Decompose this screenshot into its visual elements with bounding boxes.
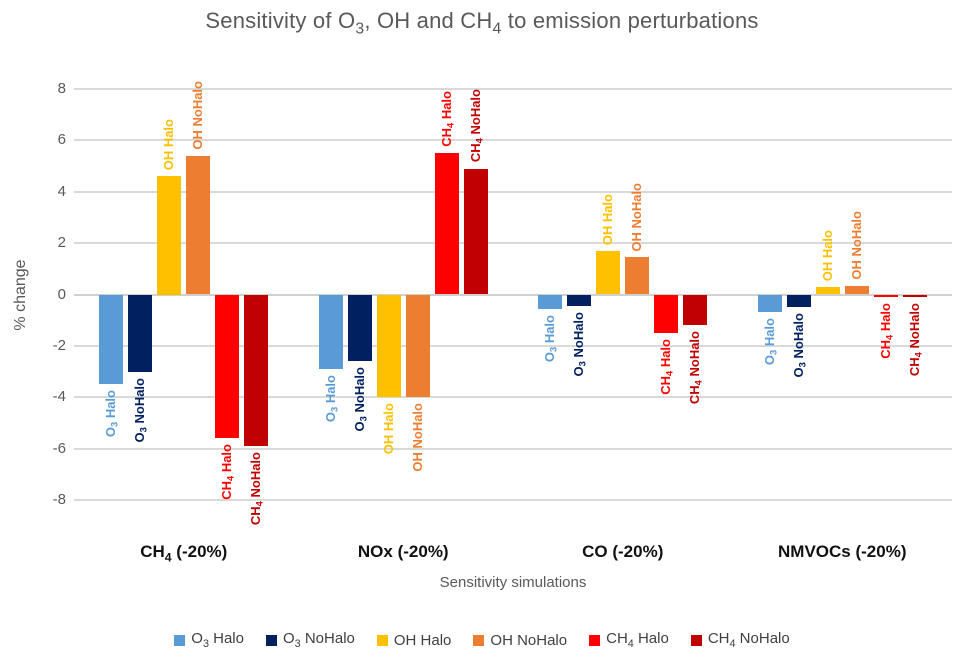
legend-swatch	[690, 634, 702, 646]
gridline	[74, 87, 952, 90]
bar	[318, 294, 343, 370]
bar	[347, 294, 372, 362]
gridline	[74, 293, 952, 296]
y-tick-label: -2	[52, 336, 66, 354]
bar	[654, 294, 679, 334]
gridline	[74, 139, 952, 142]
bar-label: O3 NoHalo	[790, 313, 808, 378]
category-label: CO (-20%)	[582, 542, 664, 561]
gridline	[74, 344, 952, 347]
bar	[186, 155, 211, 295]
bar-label: CH4 Halo	[658, 339, 675, 395]
bar-label: CH4 NoHalo	[467, 89, 485, 163]
legend-label: O3 Halo	[191, 630, 244, 650]
bar	[596, 250, 621, 295]
bar-label: O3 NoHalo	[351, 367, 369, 432]
y-tick-label: 2	[57, 234, 66, 252]
bar	[128, 294, 153, 372]
legend-label: CH4 Halo	[606, 630, 669, 650]
legend-swatch	[589, 634, 601, 646]
y-tick-label: 4	[57, 182, 66, 200]
bar	[434, 153, 459, 295]
bar	[844, 285, 869, 295]
bar	[683, 294, 708, 326]
legend-item: OH NoHalo	[473, 632, 567, 649]
bar	[786, 294, 811, 308]
y-tick-label: -6	[52, 439, 66, 457]
bar	[902, 294, 927, 297]
bar	[405, 294, 430, 398]
bar-label: OH NoHalo	[190, 81, 206, 150]
gridline	[74, 190, 952, 193]
bar-label: OH Halo	[161, 118, 177, 171]
bar	[99, 294, 124, 385]
y-tick-label: 6	[57, 131, 66, 149]
legend-item: OH Halo	[376, 631, 452, 649]
bar	[215, 294, 240, 439]
legend-swatch	[473, 634, 485, 646]
bar-label: CH4 Halo	[438, 91, 456, 148]
bar-label: OH NoHalo	[409, 403, 425, 472]
legend: O3 Halo O3 NoHalo OH Halo OH NoHalo CH4 Halo…	[0, 630, 964, 650]
category-label: CH4 (-20%)	[140, 542, 228, 565]
bar-label: OH NoHalo	[629, 182, 645, 252]
gridline	[74, 242, 952, 245]
bar-label: OH Halo	[600, 193, 616, 245]
y-tick-label: 0	[57, 285, 66, 303]
gridline	[74, 499, 952, 502]
bar-label: O3 NoHalo	[571, 312, 588, 377]
category-label: NOx (-20%)	[357, 542, 449, 561]
bar	[463, 168, 488, 295]
bar	[815, 286, 840, 295]
legend-label: OH Halo	[393, 631, 452, 649]
gridline	[74, 396, 952, 399]
bar	[625, 257, 650, 295]
bar-label: O3 Halo	[322, 375, 340, 423]
y-tick-label: -4	[52, 388, 66, 406]
bar-label: O3 Halo	[761, 318, 779, 366]
legend-label: CH4 NoHalo	[707, 630, 790, 650]
bar-label: O3 NoHalo	[132, 377, 149, 443]
bar	[157, 176, 182, 295]
bar	[567, 294, 592, 307]
x-axis-title: Sensitivity simulations	[439, 574, 587, 591]
bar	[376, 294, 401, 398]
y-tick-label: -8	[52, 491, 66, 509]
legend-swatch	[174, 634, 186, 646]
y-tick-label: 8	[57, 79, 66, 97]
bar-label: OH NoHalo	[848, 210, 864, 280]
bar-label: OH Halo	[380, 403, 396, 455]
legend-label: O3 NoHalo	[282, 630, 355, 650]
legend-swatch	[376, 634, 388, 646]
gridline	[74, 447, 952, 450]
legend-swatch	[265, 634, 277, 646]
legend-item: CH4 NoHalo	[690, 630, 790, 650]
bar-label: OH Halo	[819, 229, 835, 281]
bar-label: CH4 Halo	[219, 444, 236, 501]
bar-label: CH4 NoHalo	[687, 331, 704, 405]
legend-item: O3 Halo	[174, 630, 244, 650]
bar	[757, 294, 782, 313]
bar-label: O3 Halo	[103, 390, 120, 438]
bar-label: CH4 Halo	[877, 302, 895, 359]
bar-label: O3 Halo	[542, 314, 559, 362]
legend-item: O3 NoHalo	[265, 630, 355, 650]
bar	[244, 294, 269, 447]
bar-label: CH4 NoHalo	[248, 452, 265, 526]
bar	[538, 294, 563, 309]
chart-title: Sensitivity of O3, OH and CH4 to emissio…	[205, 8, 759, 38]
legend-item: CH4 Halo	[589, 630, 669, 650]
legend-label: OH NoHalo	[490, 631, 568, 649]
bar-label: CH4 NoHalo	[906, 302, 924, 376]
category-label: NMVOCs (-20%)	[778, 542, 907, 561]
bar	[873, 294, 898, 297]
